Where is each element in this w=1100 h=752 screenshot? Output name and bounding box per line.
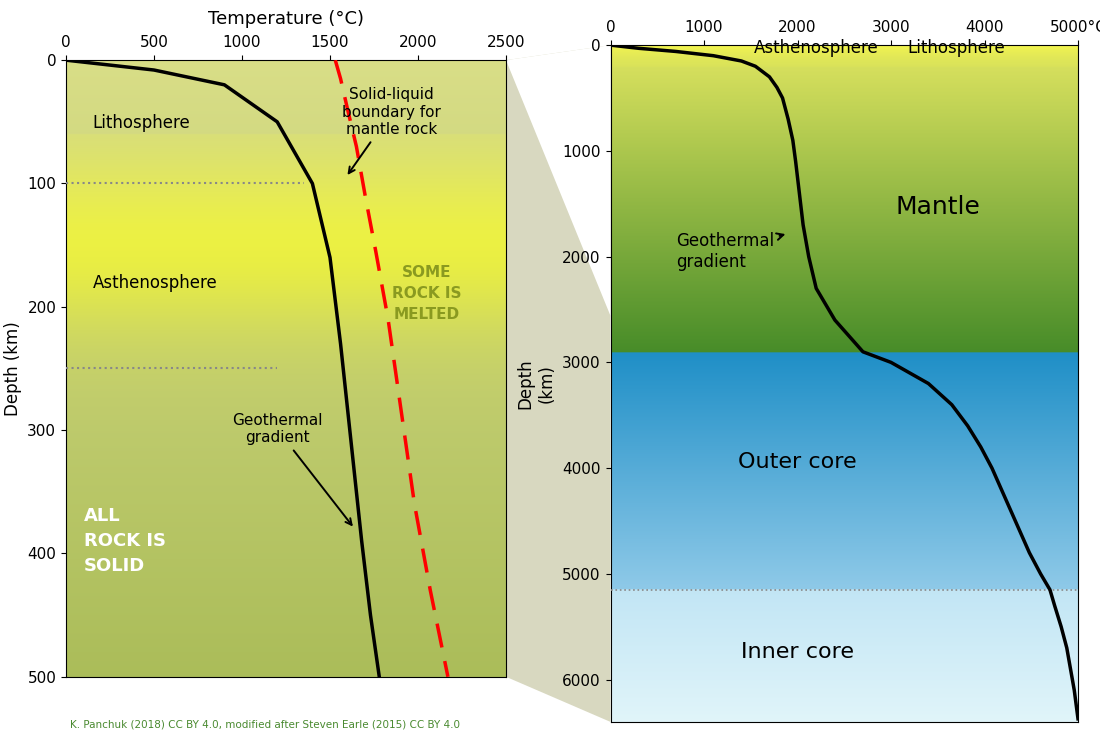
Text: Inner core: Inner core xyxy=(741,642,854,663)
Text: Outer core: Outer core xyxy=(738,452,857,472)
Text: Geothermal
gradient: Geothermal gradient xyxy=(675,232,783,271)
Text: Lithosphere: Lithosphere xyxy=(92,114,190,132)
Title: Temperature (°C): Temperature (°C) xyxy=(208,11,364,29)
Text: SOME
ROCK IS
MELTED: SOME ROCK IS MELTED xyxy=(392,265,462,322)
Text: Solid-liquid
boundary for
mantle rock: Solid-liquid boundary for mantle rock xyxy=(342,87,441,173)
Text: Asthenosphere: Asthenosphere xyxy=(92,274,217,293)
Text: K. Panchuk (2018) CC BY 4.0, modified after Steven Earle (2015) CC BY 4.0: K. Panchuk (2018) CC BY 4.0, modified af… xyxy=(70,720,461,730)
Text: Lithosphere: Lithosphere xyxy=(908,38,1005,56)
Y-axis label: Depth (km): Depth (km) xyxy=(3,321,22,416)
Y-axis label: Depth
(km): Depth (km) xyxy=(516,358,556,409)
Text: Asthenosphere: Asthenosphere xyxy=(754,38,879,56)
Text: Mantle: Mantle xyxy=(895,196,980,220)
Text: Geothermal
gradient: Geothermal gradient xyxy=(232,413,352,525)
Text: ALL
ROCK IS
SOLID: ALL ROCK IS SOLID xyxy=(84,507,166,575)
